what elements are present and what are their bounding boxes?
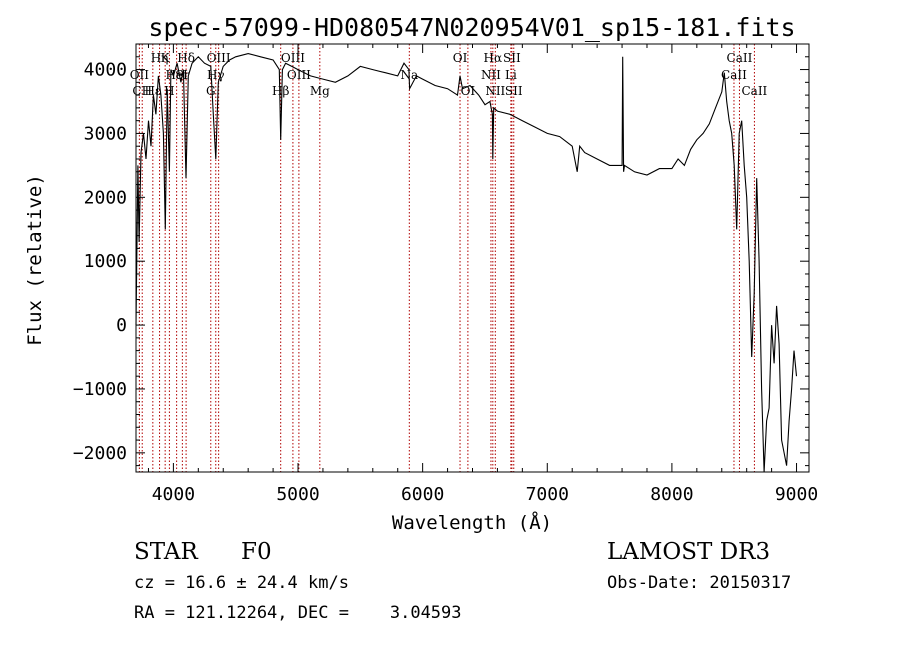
y-tick-label-1000: 1000 — [84, 251, 127, 272]
line-label-22: Li — [505, 68, 517, 82]
spectrum-line — [135, 53, 798, 473]
line-label-9: G — [206, 84, 216, 98]
y-tick-label-0: 0 — [116, 315, 127, 336]
spectrum-layer — [135, 53, 798, 473]
y-tick-label--1000: −1000 — [73, 379, 127, 400]
tick-layer: 4000 5000 6000 7000 8000 9000 −2000 −1000 0 1000 2… — [73, 43, 818, 505]
line-label-5: H — [164, 84, 174, 98]
object-subclass: F0 — [241, 539, 272, 565]
line-label-20: Hα — [484, 51, 503, 65]
y-axis-label: Flux (relative) — [24, 174, 46, 346]
plot-frame — [135, 43, 810, 473]
line-label-14: OIII — [287, 68, 311, 82]
x-tick-label-7000: 7000 — [526, 484, 569, 505]
x-tick-label-5000: 5000 — [276, 484, 319, 505]
line-label-25: CaII — [721, 68, 747, 82]
observation-date: Obs-Date: 20150317 — [607, 573, 792, 593]
line-marker-layer — [138, 44, 755, 472]
y-tick-label-4000: 4000 — [84, 60, 127, 81]
line-label-layer: OIICHHεHηKHHeISrHδGHγOIIIHβOIIIOIIIMgNaO… — [130, 51, 768, 98]
line-label-4: K — [161, 51, 171, 65]
x-axis-label: Wavelength (Å) — [392, 511, 552, 534]
line-label-15: Mg — [310, 84, 330, 98]
x-tick-label-6000: 6000 — [401, 484, 444, 505]
chart-title: spec-57099-HD080547N020954V01_sp15-181.f… — [148, 13, 795, 42]
x-tick-label-8000: 8000 — [650, 484, 693, 505]
line-label-19: NII — [481, 68, 501, 82]
y-tick-label-3000: 3000 — [84, 123, 127, 144]
ra-dec-coordinates: RA = 121.12264, DEC = 3.04593 — [134, 603, 462, 623]
y-tick-label--2000: −2000 — [73, 443, 127, 464]
line-label-21: NII — [485, 84, 505, 98]
survey-name: LAMOST DR3 — [607, 539, 771, 565]
line-label-12: Hβ — [272, 84, 289, 98]
x-tick-label-4000: 4000 — [152, 484, 195, 505]
x-tick-label-9000: 9000 — [775, 484, 818, 505]
y-tick-label-2000: 2000 — [84, 187, 127, 208]
line-label-8: Hδ — [177, 51, 195, 65]
line-label-0: OII — [130, 68, 150, 82]
line-label-17: OI — [453, 51, 468, 65]
line-label-27: CaII — [741, 84, 767, 98]
line-label-13: OIII — [281, 51, 305, 65]
line-label-3: Hη — [151, 51, 169, 65]
line-label-23: SII — [503, 51, 521, 65]
redshift-velocity: cz = 16.6 ± 24.4 km/s — [134, 573, 349, 593]
line-label-26: CaII — [727, 51, 753, 65]
line-label-24: SII — [505, 84, 523, 98]
line-label-1: CH — [132, 84, 152, 98]
line-label-11: OIII — [207, 51, 231, 65]
object-class: STAR — [134, 539, 198, 565]
